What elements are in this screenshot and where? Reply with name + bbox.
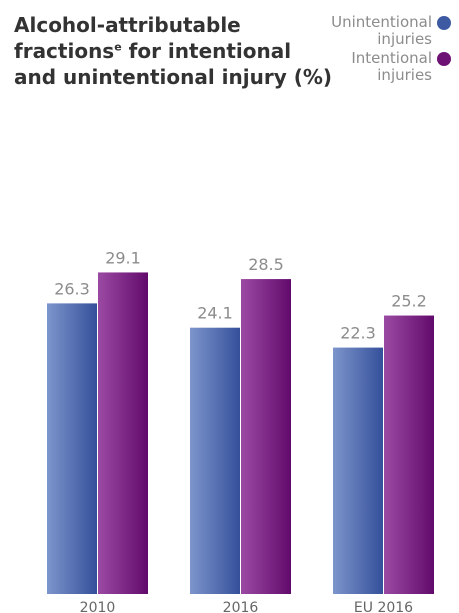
bar-unintentional-1 bbox=[190, 327, 240, 594]
legend-label-intentional: Intentional injuries bbox=[351, 49, 432, 84]
x-tick-label-2: EU 2016 bbox=[354, 600, 413, 613]
legend-swatch-intentional bbox=[437, 52, 451, 66]
bars-group bbox=[47, 272, 434, 594]
bar-intentional-1 bbox=[241, 279, 291, 594]
legend-item-unintentional: Unintentional injuries bbox=[312, 14, 451, 48]
chart-title-main: Alcohol-attributable fractions bbox=[14, 13, 241, 63]
chart-title-rest: for intentional and unintentional injury… bbox=[14, 39, 333, 89]
chart-title: Alcohol-attributable fractionse for inte… bbox=[14, 12, 334, 90]
value-label-unintentional-1: 24.1 bbox=[197, 304, 233, 323]
x-tick-label-0: 2010 bbox=[80, 600, 116, 613]
chart-title-footnote: e bbox=[114, 40, 122, 54]
value-label-intentional-1: 28.5 bbox=[248, 255, 284, 274]
value-label-unintentional-2: 22.3 bbox=[340, 324, 376, 343]
bar-unintentional-0 bbox=[47, 303, 97, 594]
legend-swatch-unintentional bbox=[437, 16, 451, 30]
value-label-intentional-2: 25.2 bbox=[391, 292, 427, 311]
legend-label-unintentional: Unintentional injuries bbox=[331, 13, 432, 48]
value-label-intentional-0: 29.1 bbox=[105, 248, 141, 267]
legend-item-intentional: Intentional injuries bbox=[312, 50, 451, 84]
value-label-unintentional-0: 26.3 bbox=[54, 279, 90, 298]
x-tick-label-1: 2016 bbox=[223, 600, 259, 613]
bar-intentional-0 bbox=[98, 272, 148, 594]
x-tick-labels-group: 2010 2016 EU 2016 bbox=[80, 600, 413, 613]
value-labels-group: 26.3 29.1 24.1 28.5 22.3 25.2 bbox=[54, 248, 427, 342]
bar-intentional-2 bbox=[384, 315, 434, 594]
chart-legend: Unintentional injuries Intentional injur… bbox=[312, 14, 451, 86]
bar-unintentional-2 bbox=[333, 347, 383, 594]
